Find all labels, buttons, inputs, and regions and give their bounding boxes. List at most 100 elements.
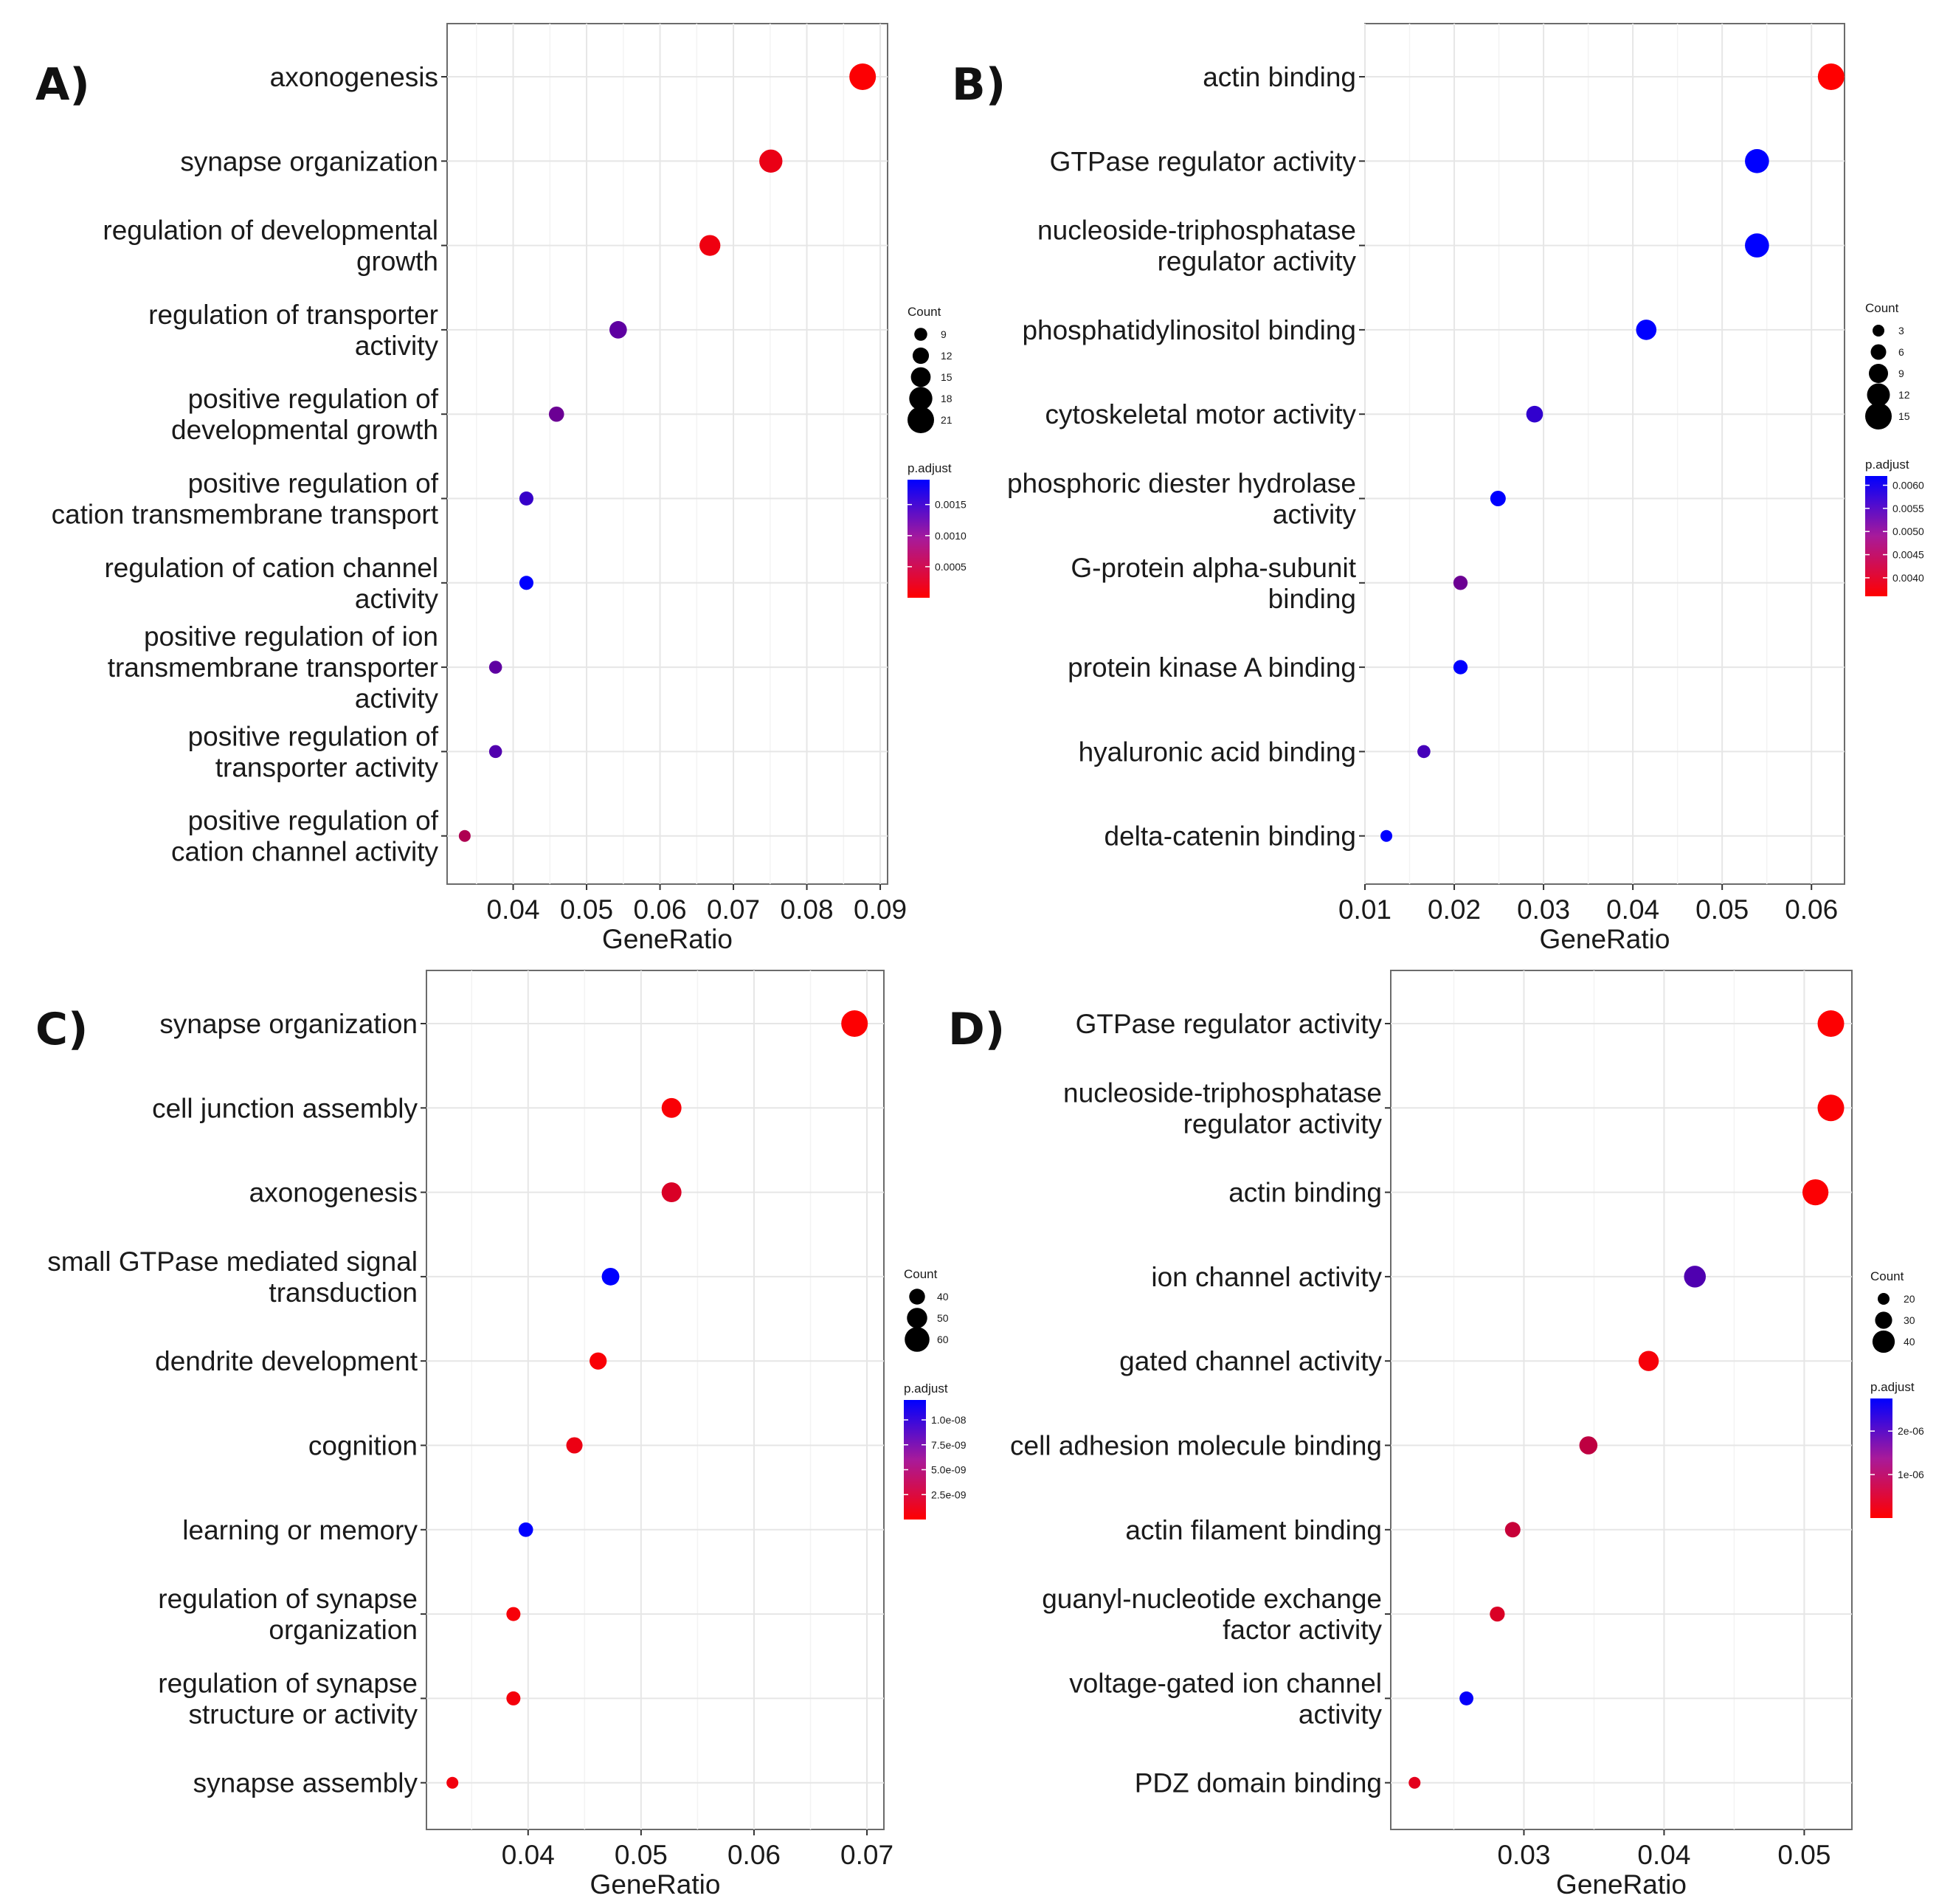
y-category-label: PDZ domain binding (1135, 1768, 1382, 1798)
data-point (518, 1522, 533, 1537)
y-category-label: hyaluronic acid binding (1079, 737, 1356, 767)
size-legend-key (907, 1308, 927, 1328)
x-tick-label: 0.04 (1637, 1840, 1690, 1870)
size-legend-key (1873, 325, 1884, 337)
size-legend-key (910, 367, 931, 387)
size-legend-key (914, 328, 927, 341)
y-category-label: cytoskeletal motor activity (1045, 399, 1356, 430)
size-legend-label: 9 (1898, 368, 1904, 379)
size-legend-label: 12 (941, 350, 953, 362)
size-legend-key (1878, 1293, 1890, 1305)
y-category-label: cell junction assembly (152, 1093, 418, 1123)
data-point (1817, 1094, 1845, 1122)
y-category-label: positive regulation of transporter activi… (188, 721, 439, 782)
size-legend-label: 50 (937, 1312, 949, 1324)
x-axis-title: GeneRatio (1556, 1869, 1687, 1900)
y-category-label: delta-catenin binding (1104, 821, 1356, 852)
size-legend-label: 6 (1898, 346, 1904, 358)
y-category-label: voltage-gated ion channel activity (1069, 1668, 1382, 1729)
plot-frame (446, 23, 888, 885)
data-point (506, 1691, 521, 1705)
size-legend-key (1872, 1330, 1895, 1353)
y-category-label: positive regulation of cation channel act… (171, 806, 439, 867)
color-legend-label: 0.0060 (1892, 480, 1924, 491)
size-legend-key (909, 387, 933, 410)
color-legend-bar (1865, 476, 1887, 596)
x-tick-label: 0.06 (634, 894, 687, 925)
size-legend-title: Count (904, 1267, 938, 1281)
x-tick-label: 0.07 (840, 1840, 893, 1870)
y-category-label: synapse organization (180, 146, 438, 176)
color-legend-bar (1870, 1398, 1892, 1518)
color-legend-label: 0.0010 (935, 530, 967, 542)
data-point (1684, 1266, 1707, 1288)
x-tick-label: 0.03 (1497, 1840, 1550, 1870)
y-category-label: actin binding (1228, 1178, 1382, 1208)
plot-frame (1364, 23, 1845, 885)
size-legend-label: 3 (1898, 325, 1904, 337)
x-tick-label: 0.09 (854, 894, 907, 925)
color-legend-title: p.adjust (904, 1382, 948, 1396)
data-point (590, 1352, 607, 1370)
x-tick-label: 0.05 (1695, 894, 1749, 925)
data-point (1490, 491, 1506, 506)
plot-frame (1390, 970, 1853, 1830)
x-tick-label: 0.05 (560, 894, 613, 925)
y-category-label: axonogenesis (270, 62, 438, 92)
size-legend-title: Count (908, 305, 941, 319)
size-legend-label: 12 (1898, 389, 1910, 401)
x-axis-title: GeneRatio (602, 924, 733, 954)
data-point (1380, 829, 1393, 842)
size-legend-label: 9 (941, 328, 947, 340)
data-point (1638, 1351, 1659, 1371)
size-legend-key (1875, 1311, 1892, 1329)
color-legend-label: 2.5e-09 (931, 1489, 967, 1500)
y-category-label: positive regulation of cation transmembra… (52, 469, 439, 530)
color-legend-label: 0.0015 (935, 499, 967, 511)
y-category-label: actin filament binding (1125, 1515, 1382, 1545)
x-axis-title: GeneRatio (590, 1869, 721, 1900)
y-category-label: nucleoside-triphosphatase regulator activ… (1063, 1077, 1382, 1139)
x-tick-label: 0.04 (487, 894, 540, 925)
y-category-label: cognition (308, 1431, 418, 1461)
color-legend-bar (908, 480, 930, 598)
color-legend-bar (904, 1400, 926, 1520)
size-legend-label: 15 (941, 371, 953, 383)
chart-panel-b: B) 0.01 0.02 0.03 0.04 0.05 0.06 GeneRatio actin… (952, 23, 1924, 954)
size-legend-label: 60 (937, 1334, 949, 1345)
color-legend-title: p.adjust (1865, 458, 1909, 472)
x-tick-label: 0.07 (707, 894, 760, 925)
size-legend-key (909, 1289, 925, 1305)
data-point (661, 1182, 682, 1203)
x-tick-label: 0.01 (1338, 894, 1392, 925)
size-legend-key (1867, 383, 1890, 407)
y-category-label: synapse organization (159, 1009, 418, 1039)
data-point (1802, 1179, 1829, 1206)
data-point (1526, 405, 1543, 423)
data-point (506, 1607, 521, 1621)
data-point (1745, 233, 1769, 258)
size-legend-title: Count (1870, 1269, 1904, 1283)
color-legend-label: 0.0040 (1892, 572, 1924, 584)
data-point (601, 1267, 620, 1286)
x-tick-label: 0.08 (781, 894, 834, 925)
y-category-label: regulation of cation channel activity (104, 553, 438, 614)
y-category-label: nucleoside-triphosphatase regulator activ… (1037, 215, 1356, 277)
panel-label: C) (35, 1004, 88, 1055)
size-legend-label: 15 (1898, 410, 1910, 422)
color-legend-title: p.adjust (908, 461, 952, 475)
data-point (699, 235, 721, 256)
size-legend-label: 30 (1904, 1314, 1915, 1326)
panel-label: B) (952, 59, 1006, 111)
y-category-label: GTPase regulator activity (1076, 1009, 1383, 1039)
x-tick-label: 0.06 (727, 1840, 781, 1870)
color-legend-label: 5.0e-09 (931, 1464, 967, 1476)
data-point (1579, 1436, 1598, 1455)
size-legend-key (912, 347, 930, 365)
y-category-label: actin binding (1203, 62, 1356, 92)
data-point (849, 63, 877, 90)
x-tick-label: 0.05 (1777, 1840, 1830, 1870)
x-tick-label: 0.06 (1785, 894, 1838, 925)
chart-panel-d: D) 0.03 0.04 0.05 GeneRatio GTPase regulator … (948, 970, 1924, 1900)
y-category-label: axonogenesis (249, 1178, 418, 1208)
